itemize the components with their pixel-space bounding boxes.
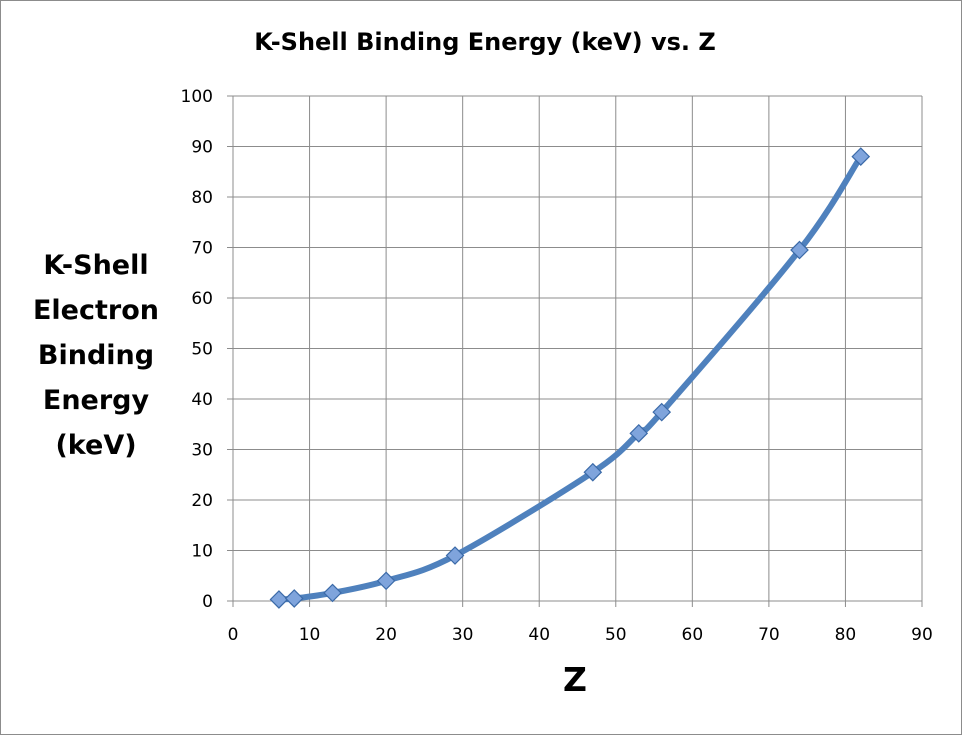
chart-title: K-Shell Binding Energy (keV) vs. Z xyxy=(254,28,716,56)
series-layer xyxy=(275,153,864,603)
y-tick-label: 20 xyxy=(191,491,213,511)
y-tick-label: 70 xyxy=(191,239,213,259)
y-tick-label: 60 xyxy=(191,289,213,309)
y-axis-label-line: Energy xyxy=(42,385,150,416)
y-tick-label: 0 xyxy=(202,592,213,612)
x-tick-label: 30 xyxy=(452,625,474,645)
y-tick-label: 10 xyxy=(191,542,213,562)
data-point-marker xyxy=(851,147,871,166)
y-axis-label-line: Binding xyxy=(37,340,155,371)
tick-labels: 0 10 20 30 40 50 60 70 80 90 100 0 10 20 30 40 50 60 70 80 9… xyxy=(181,87,933,645)
y-tick-label: 90 xyxy=(191,138,213,158)
y-tick-label: 50 xyxy=(191,340,213,360)
x-tick-label: 80 xyxy=(835,625,857,645)
y-tick-label: 80 xyxy=(191,188,213,208)
marker-layer xyxy=(269,147,871,609)
x-tick-label: 90 xyxy=(911,625,933,645)
x-tick-label: 20 xyxy=(375,625,397,645)
x-tick-label: 0 xyxy=(228,625,239,645)
series-line xyxy=(275,153,864,603)
data-point-marker xyxy=(583,462,603,482)
data-point-marker xyxy=(790,240,809,260)
gridlines xyxy=(227,95,923,607)
y-axis-label: K-Shell Electron Binding Energy (keV) xyxy=(20,243,172,468)
x-tick-label: 60 xyxy=(682,625,704,645)
data-point-marker xyxy=(652,402,672,422)
x-tick-label: 70 xyxy=(758,625,780,645)
y-tick-label: 100 xyxy=(181,87,213,107)
data-point-marker xyxy=(284,589,304,608)
y-tick-label: 30 xyxy=(191,441,213,461)
data-point-marker xyxy=(376,571,396,591)
x-tick-label: 40 xyxy=(528,625,550,645)
x-axis-label: Z xyxy=(563,660,587,699)
data-point-marker xyxy=(323,583,342,603)
y-axis-label-line: (keV) xyxy=(55,430,137,461)
data-point-marker xyxy=(445,546,465,565)
y-tick-label: 40 xyxy=(191,390,213,410)
y-axis-label-line: Electron xyxy=(32,295,159,326)
data-point-marker xyxy=(269,590,289,609)
x-tick-label: 50 xyxy=(605,625,627,645)
data-point-marker xyxy=(629,423,649,443)
y-axis-label-line: K-Shell xyxy=(43,250,149,281)
x-tick-label: 10 xyxy=(299,625,321,645)
